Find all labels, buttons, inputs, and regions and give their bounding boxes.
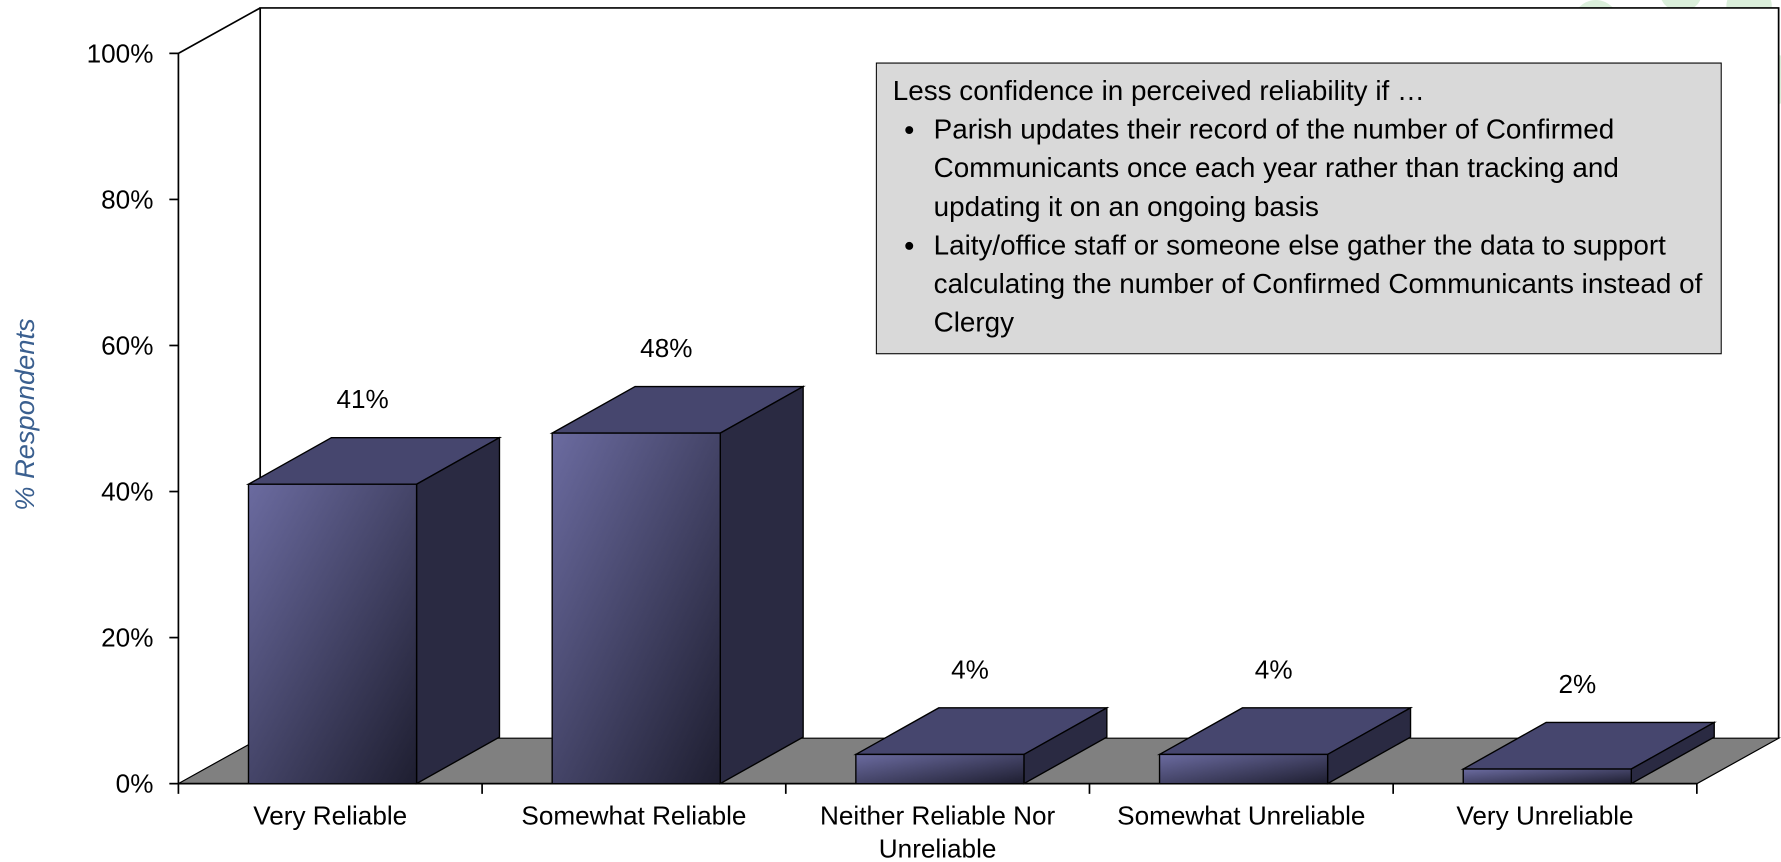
bar bbox=[1460, 721, 1717, 785]
y-tick-label: 60% bbox=[101, 331, 153, 361]
bar-front bbox=[1158, 753, 1329, 785]
x-tick-label-box: Somewhat Unreliable bbox=[1117, 800, 1366, 831]
bar-front bbox=[247, 483, 418, 785]
data-label: 48% bbox=[640, 333, 692, 363]
x-tick-label-box: Somewhat Reliable bbox=[521, 800, 747, 831]
annotation-bullet: Laity/office staff or someone else gathe… bbox=[929, 227, 1705, 343]
x-tick-label: Somewhat Reliable bbox=[521, 800, 747, 831]
bar bbox=[853, 706, 1110, 785]
y-tick-label: 40% bbox=[101, 477, 153, 507]
x-tick-label-box: Very Reliable bbox=[253, 800, 408, 831]
annotation-title: Less confidence in perceived reliability… bbox=[892, 76, 1425, 107]
y-tick-label: 20% bbox=[101, 623, 153, 653]
annotation: Less confidence in perceived reliability… bbox=[876, 62, 1722, 354]
bar bbox=[1156, 706, 1414, 785]
x-tick-label: Somewhat Unreliable bbox=[1117, 800, 1366, 831]
data-label: 4% bbox=[951, 654, 989, 684]
y-axis-label: % Respondents bbox=[9, 318, 40, 511]
bar-front bbox=[551, 432, 721, 785]
data-label: 4% bbox=[1255, 654, 1293, 684]
data-label: 2% bbox=[1558, 669, 1596, 699]
x-tick-label: Very Reliable bbox=[253, 800, 408, 831]
bar-side bbox=[415, 436, 501, 785]
bar bbox=[549, 385, 806, 785]
data-label: 41% bbox=[336, 384, 388, 414]
y-tick-label: 80% bbox=[101, 185, 153, 215]
x-tick-label-box: Very Unreliable bbox=[1456, 800, 1634, 831]
x-tick-label-box: Neither Reliable Nor Unreliable bbox=[820, 800, 1056, 862]
bar bbox=[245, 436, 503, 785]
bar-side bbox=[719, 385, 804, 785]
annotation-bullet: Parish updates their record of the numbe… bbox=[929, 111, 1705, 227]
bar-front bbox=[855, 753, 1025, 785]
bar-front bbox=[1462, 768, 1633, 785]
x-tick-label: Neither Reliable Nor Unreliable bbox=[820, 800, 1056, 862]
y-tick-label: 100% bbox=[87, 38, 154, 68]
y-tick-label: 0% bbox=[116, 769, 154, 799]
x-tick-label: Very Unreliable bbox=[1456, 800, 1634, 831]
